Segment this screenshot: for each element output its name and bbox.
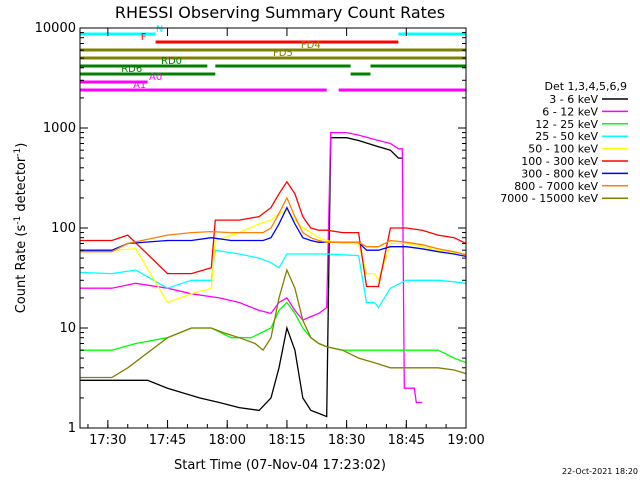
state-label-n: N	[156, 24, 163, 35]
x-tick-label-1: 17:30	[89, 433, 126, 448]
legend-label-7: 300 - 800 keV	[521, 167, 598, 180]
legend-label-3: 12 - 25 keV	[535, 118, 598, 131]
legend-label-4: 25 - 50 keV	[535, 130, 598, 143]
y-tick-label-1: 1	[68, 421, 76, 436]
series-line-2	[80, 131, 423, 404]
chart-title: RHESSI Observing Summary Count Rates	[115, 3, 445, 22]
state-label-a1: A1	[133, 80, 146, 91]
x-tick-label-5: 18:30	[328, 433, 365, 448]
series-line-1	[80, 137, 403, 418]
y-tick-label-4: 1000	[43, 121, 76, 136]
state-label-rd0: RD0	[161, 56, 182, 67]
x-axis-title: Start Time (07-Nov-04 17:23:02)	[174, 458, 386, 473]
date-stamp: 22-Oct-2021 18:20	[562, 467, 638, 476]
series-line-9	[80, 268, 467, 379]
state-label-f: F	[141, 32, 147, 43]
legend-label-8: 800 - 7000 keV	[514, 180, 598, 193]
x-tick-label-3: 18:00	[209, 433, 246, 448]
series-line-4	[79, 249, 467, 309]
legend-title: Det 1,3,4,5,6,9	[544, 80, 627, 93]
x-tick-label-4: 18:15	[268, 433, 305, 448]
legend-label-1: 3 - 6 keV	[549, 93, 598, 106]
y-tick-label-5: 10000	[35, 21, 76, 36]
legend-label-9: 7000 - 15000 keV	[500, 192, 598, 205]
x-tick-label-6: 18:45	[388, 433, 425, 448]
plot-area	[79, 131, 467, 418]
state-label-a0: A0	[149, 72, 162, 83]
state-label-fd4: FD4	[301, 40, 321, 51]
series-line-8	[80, 196, 467, 256]
state-label-fd5: FD5	[273, 48, 293, 59]
series-line-7	[80, 206, 467, 258]
legend-label-5: 50 - 100 keV	[528, 143, 598, 156]
state-label-rd6: RD6	[121, 64, 142, 75]
y-tick-label-2: 10	[59, 321, 76, 336]
legend-label-2: 6 - 12 keV	[542, 105, 598, 118]
series-line-5	[80, 209, 467, 304]
x-tick-label-7: 19:00	[447, 433, 484, 448]
legend-label-6: 100 - 300 keV	[521, 155, 598, 168]
axes: 1 10 100 1000 10000 17:30 17:45 18:00 18:15 18:30…	[35, 21, 485, 448]
x-tick-label-2: 17:45	[149, 433, 186, 448]
y-tick-label-3: 100	[51, 221, 76, 236]
y-axis-title: Count Rate (s-1 detector-1)	[13, 143, 29, 314]
series-line-6	[80, 180, 467, 288]
